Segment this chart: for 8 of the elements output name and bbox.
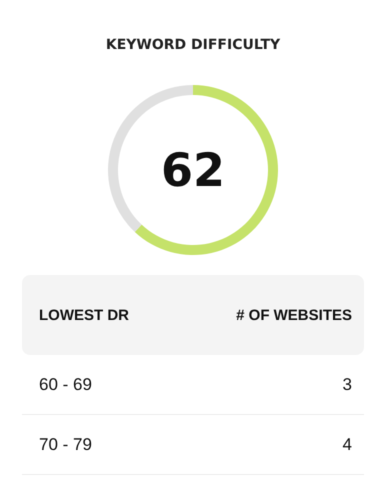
data-label: 62 xyxy=(160,143,226,197)
text: 4 xyxy=(342,434,352,454)
text: # OF WEBSITES xyxy=(236,306,352,324)
chart-title: KEYWORD DIFFICULTY xyxy=(106,37,281,53)
text: 60 - 69 xyxy=(39,374,92,394)
text: LOWEST DR xyxy=(39,306,129,324)
text: 70 - 79 xyxy=(39,434,92,454)
text: 3 xyxy=(342,374,352,394)
